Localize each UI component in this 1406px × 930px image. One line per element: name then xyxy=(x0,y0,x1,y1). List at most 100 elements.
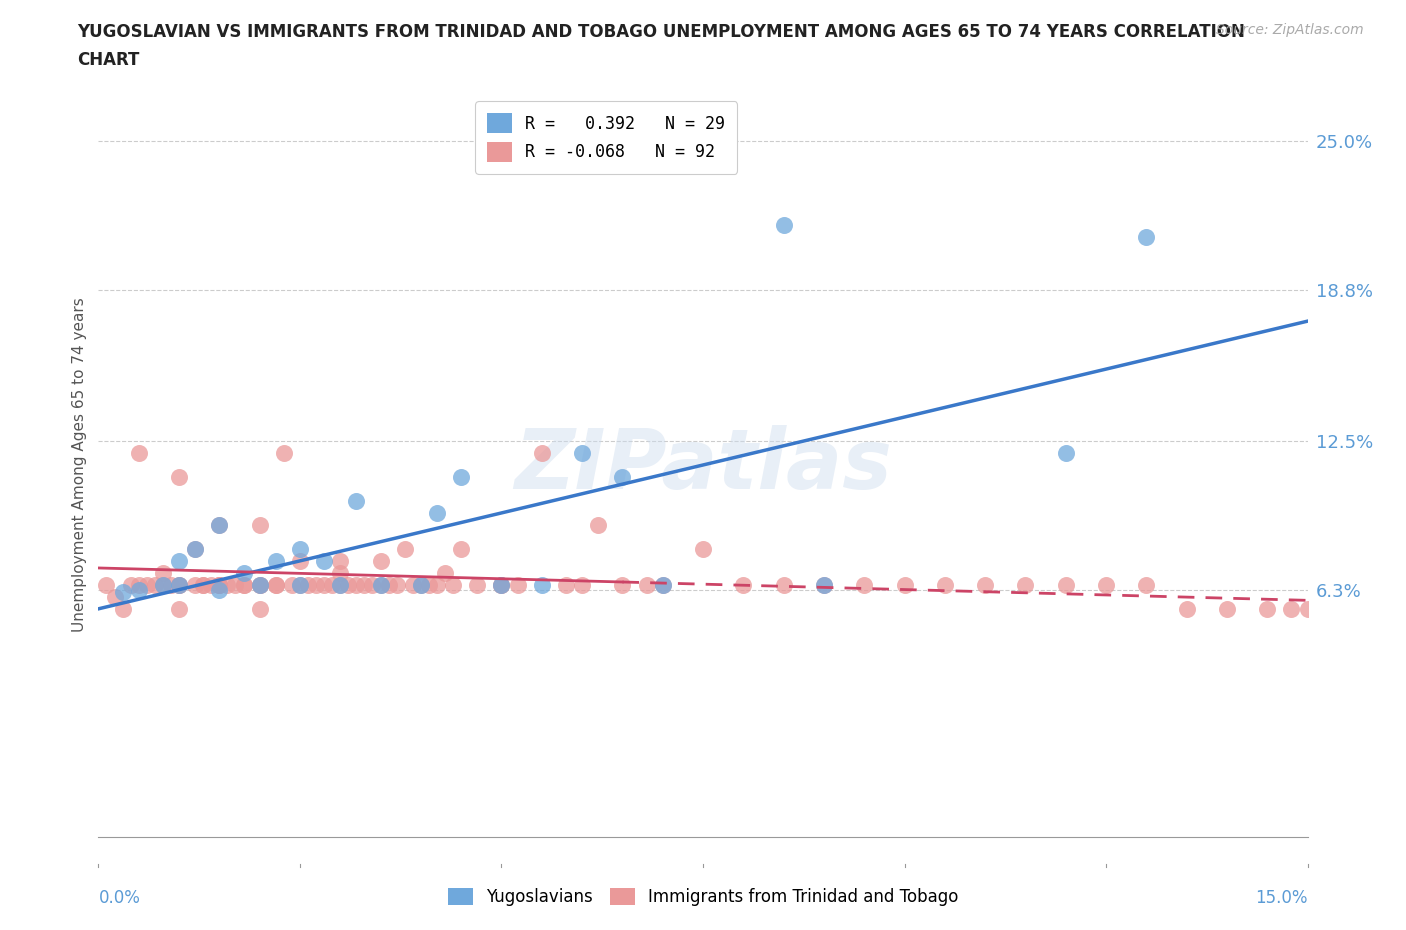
Point xyxy=(208,518,231,533)
Point xyxy=(1095,578,1118,592)
Point xyxy=(208,578,231,592)
Point xyxy=(103,590,125,604)
Point xyxy=(1014,578,1036,592)
Point xyxy=(167,470,190,485)
Point xyxy=(394,541,416,556)
Point xyxy=(167,553,190,568)
Point xyxy=(128,578,150,592)
Point xyxy=(208,578,231,592)
Point xyxy=(1216,602,1239,617)
Point xyxy=(273,445,295,460)
Point xyxy=(184,578,207,592)
Point xyxy=(893,578,915,592)
Point xyxy=(288,553,311,568)
Point xyxy=(96,578,118,592)
Point xyxy=(491,578,513,592)
Point xyxy=(329,553,352,568)
Point xyxy=(288,541,311,556)
Point xyxy=(651,578,673,592)
Point xyxy=(1281,602,1303,617)
Point xyxy=(1054,578,1077,592)
Point xyxy=(813,578,835,592)
Text: CHART: CHART xyxy=(77,51,139,69)
Point xyxy=(377,578,399,592)
Point xyxy=(329,578,352,592)
Text: 15.0%: 15.0% xyxy=(1256,889,1308,907)
Point xyxy=(344,494,367,509)
Text: YUGOSLAVIAN VS IMMIGRANTS FROM TRINIDAD AND TOBAGO UNEMPLOYMENT AMONG AGES 65 TO: YUGOSLAVIAN VS IMMIGRANTS FROM TRINIDAD … xyxy=(77,23,1246,41)
Point xyxy=(314,553,336,568)
Point xyxy=(491,578,513,592)
Point xyxy=(264,578,287,592)
Point xyxy=(128,445,150,460)
Point xyxy=(450,541,472,556)
Point xyxy=(1256,602,1278,617)
Point xyxy=(409,578,432,592)
Point xyxy=(167,602,190,617)
Point xyxy=(329,565,352,580)
Legend: R =   0.392   N = 29, R = -0.068   N = 92: R = 0.392 N = 29, R = -0.068 N = 92 xyxy=(475,101,737,174)
Point xyxy=(111,585,134,600)
Point xyxy=(152,578,174,592)
Point xyxy=(491,578,513,592)
Point xyxy=(167,578,190,592)
Point xyxy=(418,578,440,592)
Point xyxy=(1175,602,1198,617)
Point xyxy=(193,578,215,592)
Point xyxy=(370,578,392,592)
Text: ZIPatlas: ZIPatlas xyxy=(515,424,891,506)
Point xyxy=(232,565,254,580)
Point xyxy=(772,578,794,592)
Point xyxy=(353,578,375,592)
Point xyxy=(530,445,553,460)
Point xyxy=(288,578,311,592)
Point xyxy=(772,218,794,232)
Y-axis label: Unemployment Among Ages 65 to 74 years: Unemployment Among Ages 65 to 74 years xyxy=(72,298,87,632)
Point xyxy=(1296,602,1319,617)
Point xyxy=(555,578,578,592)
Point xyxy=(733,578,755,592)
Point xyxy=(305,578,328,592)
Point xyxy=(184,541,207,556)
Point xyxy=(297,578,319,592)
Text: 0.0%: 0.0% xyxy=(98,889,141,907)
Point xyxy=(208,518,231,533)
Point xyxy=(450,470,472,485)
Legend: Yugoslavians, Immigrants from Trinidad and Tobago: Yugoslavians, Immigrants from Trinidad a… xyxy=(441,881,965,912)
Point xyxy=(465,578,488,592)
Point xyxy=(264,553,287,568)
Point xyxy=(571,445,593,460)
Point xyxy=(152,578,174,592)
Point xyxy=(321,578,343,592)
Point xyxy=(249,602,271,617)
Point xyxy=(402,578,425,592)
Point xyxy=(934,578,956,592)
Point xyxy=(651,578,673,592)
Point xyxy=(612,578,634,592)
Point xyxy=(128,582,150,597)
Point xyxy=(344,578,367,592)
Point xyxy=(249,578,271,592)
Point xyxy=(208,578,231,592)
Point xyxy=(135,578,157,592)
Point xyxy=(111,602,134,617)
Point xyxy=(167,578,190,592)
Point xyxy=(385,578,408,592)
Point xyxy=(1337,614,1360,629)
Point xyxy=(264,578,287,592)
Point xyxy=(1376,614,1399,629)
Point xyxy=(409,578,432,592)
Point xyxy=(370,578,392,592)
Point xyxy=(1135,578,1157,592)
Point xyxy=(160,578,183,592)
Point xyxy=(217,578,239,592)
Point xyxy=(853,578,876,592)
Point xyxy=(361,578,384,592)
Text: Source: ZipAtlas.com: Source: ZipAtlas.com xyxy=(1216,23,1364,37)
Point xyxy=(974,578,997,592)
Point xyxy=(314,578,336,592)
Point xyxy=(167,578,190,592)
Point xyxy=(249,518,271,533)
Point xyxy=(249,578,271,592)
Point xyxy=(612,470,634,485)
